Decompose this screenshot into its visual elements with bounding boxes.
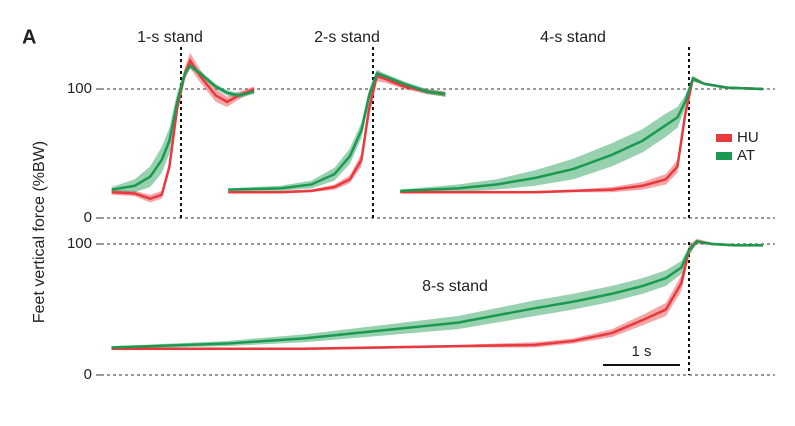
legend-swatch bbox=[716, 152, 732, 160]
y-tick-label: 100 bbox=[67, 235, 92, 252]
legend-label: AT bbox=[737, 147, 755, 164]
y-tick-label: 100 bbox=[67, 80, 92, 97]
series-line bbox=[111, 240, 763, 349]
panel-label: A bbox=[22, 26, 36, 48]
chart-title: 8-s stand bbox=[422, 278, 488, 295]
series-line bbox=[400, 76, 763, 193]
series-line bbox=[111, 63, 255, 191]
series-line bbox=[228, 74, 446, 194]
legend-swatch bbox=[716, 134, 732, 142]
error-band bbox=[400, 76, 763, 193]
y-axis-label: Feet vertical force (%BW) bbox=[31, 141, 48, 323]
series-line bbox=[228, 71, 446, 191]
scale-bar-label: 1 s bbox=[631, 343, 651, 360]
chart-title: 2-s stand bbox=[314, 29, 380, 46]
error-band bbox=[228, 69, 446, 191]
legend-label: HU bbox=[737, 129, 759, 146]
chart-title: 4-s stand bbox=[540, 29, 606, 46]
y-tick-label: 0 bbox=[84, 366, 92, 383]
y-tick-label: 0 bbox=[84, 209, 92, 226]
chart-title: 1-s stand bbox=[137, 29, 203, 46]
error-band bbox=[111, 240, 763, 349]
